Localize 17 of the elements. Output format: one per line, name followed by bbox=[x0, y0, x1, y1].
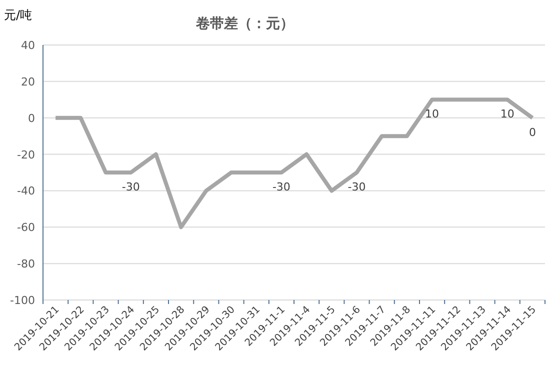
chart-title: 卷带差（：元） bbox=[195, 16, 294, 32]
data-label: 10 bbox=[500, 108, 514, 121]
data-label: -30 bbox=[122, 180, 140, 194]
y-tick-label: 40 bbox=[21, 39, 35, 52]
y-tick-label: -80 bbox=[17, 258, 35, 271]
y-tick-label: -100 bbox=[10, 294, 35, 307]
y-tick-label: -20 bbox=[17, 148, 35, 162]
y-axis-title: 元/吨 bbox=[4, 8, 32, 22]
y-tick-label: -60 bbox=[17, 221, 35, 234]
data-label: -30 bbox=[272, 180, 290, 194]
data-label: -30 bbox=[348, 180, 366, 194]
y-tick-label: -40 bbox=[17, 184, 35, 198]
y-tick-label: 0 bbox=[28, 112, 35, 125]
data-label: 0 bbox=[528, 126, 536, 139]
y-tick-label: 20 bbox=[21, 75, 35, 88]
data-label: 10 bbox=[425, 108, 440, 121]
line-series bbox=[54, 98, 534, 230]
